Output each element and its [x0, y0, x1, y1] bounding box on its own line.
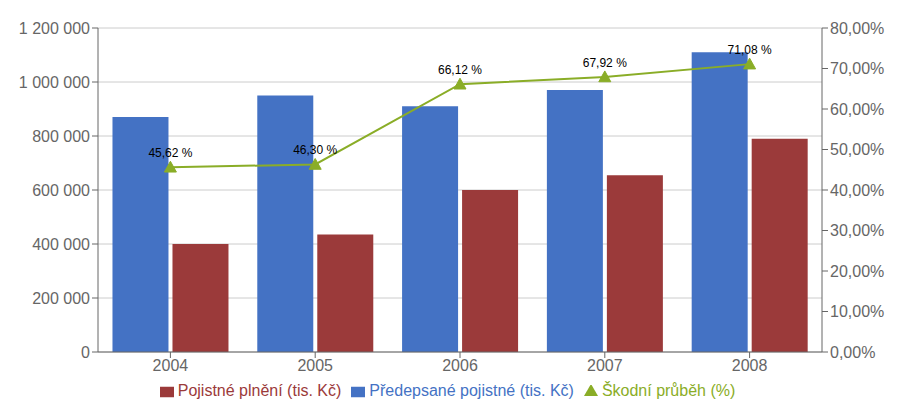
svg-text:2005: 2005 — [297, 357, 333, 374]
svg-text:70,00%: 70,00% — [830, 60, 884, 77]
svg-text:45,62 %: 45,62 % — [148, 146, 192, 160]
svg-text:800 000: 800 000 — [32, 128, 90, 145]
svg-text:0: 0 — [81, 344, 90, 361]
svg-text:2004: 2004 — [153, 357, 189, 374]
svg-text:20,00%: 20,00% — [830, 263, 884, 280]
svg-text:1 000 000: 1 000 000 — [19, 74, 90, 91]
svg-text:40,00%: 40,00% — [830, 182, 884, 199]
svg-text:2006: 2006 — [442, 357, 478, 374]
svg-text:0,00%: 0,00% — [830, 344, 875, 361]
svg-text:71,08 %: 71,08 % — [728, 43, 772, 57]
svg-text:600 000: 600 000 — [32, 182, 90, 199]
svg-text:80,00%: 80,00% — [830, 20, 884, 37]
svg-text:66,12 %: 66,12 % — [438, 63, 482, 77]
svg-text:400 000: 400 000 — [32, 236, 90, 253]
svg-text:200 000: 200 000 — [32, 290, 90, 307]
html-text:Škodní průběh (%): Škodní průběh (%) — [601, 382, 736, 399]
svg-text:2008: 2008 — [732, 357, 768, 374]
svg-text:60,00%: 60,00% — [830, 101, 884, 118]
html-text:Pojistné plnění (tis. Kč): Pojistné plnění (tis. Kč) — [177, 382, 342, 399]
html-text:Předepsané pojistné (tis. Kč): Předepsané pojistné (tis. Kč) — [369, 382, 574, 399]
svg-text:10,00%: 10,00% — [830, 303, 884, 320]
svg-text:30,00%: 30,00% — [830, 222, 884, 239]
svg-text:46,30 %: 46,30 % — [293, 143, 337, 157]
svg-text:67,92 %: 67,92 % — [583, 56, 627, 70]
svg-text:2007: 2007 — [587, 357, 623, 374]
svg-text:50,00%: 50,00% — [830, 141, 884, 158]
svg-text:1 200 000: 1 200 000 — [19, 20, 90, 37]
